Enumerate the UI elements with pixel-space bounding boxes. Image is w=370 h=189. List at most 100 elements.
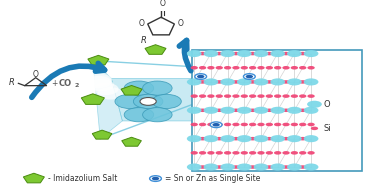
Circle shape: [266, 94, 273, 98]
Circle shape: [199, 94, 206, 98]
Circle shape: [124, 81, 154, 95]
Circle shape: [304, 163, 319, 171]
Polygon shape: [23, 173, 44, 183]
Text: O: O: [178, 19, 184, 28]
Polygon shape: [93, 61, 122, 139]
Circle shape: [191, 151, 198, 155]
Circle shape: [199, 137, 206, 140]
Circle shape: [232, 165, 240, 169]
Circle shape: [307, 66, 315, 70]
Circle shape: [291, 123, 298, 126]
Circle shape: [240, 123, 248, 126]
Circle shape: [299, 108, 306, 112]
Circle shape: [220, 135, 235, 142]
Circle shape: [274, 123, 281, 126]
Circle shape: [282, 151, 290, 155]
Circle shape: [199, 123, 206, 126]
Circle shape: [207, 123, 215, 126]
Circle shape: [307, 101, 322, 108]
Circle shape: [253, 107, 268, 114]
Circle shape: [253, 135, 268, 142]
Circle shape: [299, 94, 306, 98]
Circle shape: [216, 165, 223, 169]
Text: 2: 2: [74, 83, 79, 88]
Circle shape: [311, 127, 318, 130]
Circle shape: [243, 74, 255, 79]
Text: O: O: [138, 19, 144, 28]
Circle shape: [204, 107, 218, 114]
Circle shape: [207, 66, 215, 70]
Circle shape: [232, 108, 240, 112]
Circle shape: [142, 108, 172, 122]
Circle shape: [246, 75, 253, 78]
Circle shape: [232, 94, 240, 98]
Circle shape: [270, 135, 285, 142]
Circle shape: [257, 151, 265, 155]
Circle shape: [274, 151, 281, 155]
Circle shape: [93, 83, 119, 95]
Circle shape: [249, 94, 256, 98]
Circle shape: [187, 135, 202, 142]
Circle shape: [204, 163, 218, 171]
Circle shape: [282, 123, 290, 126]
Text: - Imidazolium Salt: - Imidazolium Salt: [48, 174, 117, 183]
Circle shape: [282, 80, 290, 84]
Circle shape: [216, 151, 223, 155]
Circle shape: [304, 135, 319, 142]
Circle shape: [266, 66, 273, 70]
Circle shape: [299, 52, 306, 55]
Circle shape: [204, 78, 218, 85]
Circle shape: [216, 80, 223, 84]
Circle shape: [249, 108, 256, 112]
Circle shape: [88, 79, 114, 91]
Circle shape: [257, 123, 265, 126]
Circle shape: [191, 94, 198, 98]
Circle shape: [204, 50, 218, 57]
Polygon shape: [92, 130, 112, 139]
Circle shape: [287, 163, 302, 171]
Circle shape: [249, 123, 256, 126]
Circle shape: [237, 78, 252, 85]
Circle shape: [249, 137, 256, 140]
Circle shape: [257, 66, 265, 70]
Circle shape: [216, 66, 223, 70]
Circle shape: [274, 66, 281, 70]
Circle shape: [224, 123, 231, 126]
Circle shape: [115, 94, 144, 108]
Text: O: O: [159, 0, 165, 9]
Circle shape: [257, 94, 265, 98]
Circle shape: [282, 66, 290, 70]
Circle shape: [187, 78, 202, 85]
Circle shape: [152, 177, 159, 180]
Circle shape: [240, 66, 248, 70]
Circle shape: [97, 87, 123, 100]
Circle shape: [291, 151, 298, 155]
Circle shape: [270, 78, 285, 85]
Circle shape: [253, 50, 268, 57]
Circle shape: [204, 135, 218, 142]
Circle shape: [199, 108, 206, 112]
Circle shape: [304, 107, 319, 114]
Circle shape: [282, 165, 290, 169]
Circle shape: [232, 66, 240, 70]
Text: +: +: [51, 79, 58, 88]
Circle shape: [307, 123, 315, 126]
Polygon shape: [192, 68, 229, 121]
Circle shape: [224, 94, 231, 98]
Text: R: R: [9, 78, 15, 87]
Bar: [192, 50, 362, 171]
Circle shape: [282, 137, 290, 140]
Circle shape: [249, 52, 256, 55]
Circle shape: [191, 123, 198, 126]
Circle shape: [224, 151, 231, 155]
Circle shape: [124, 108, 154, 122]
Circle shape: [249, 151, 256, 155]
Circle shape: [266, 137, 273, 140]
Text: R: R: [141, 36, 147, 45]
Circle shape: [253, 163, 268, 171]
Circle shape: [187, 107, 202, 114]
Circle shape: [240, 94, 248, 98]
Circle shape: [220, 50, 235, 57]
Circle shape: [249, 80, 256, 84]
Circle shape: [220, 163, 235, 171]
